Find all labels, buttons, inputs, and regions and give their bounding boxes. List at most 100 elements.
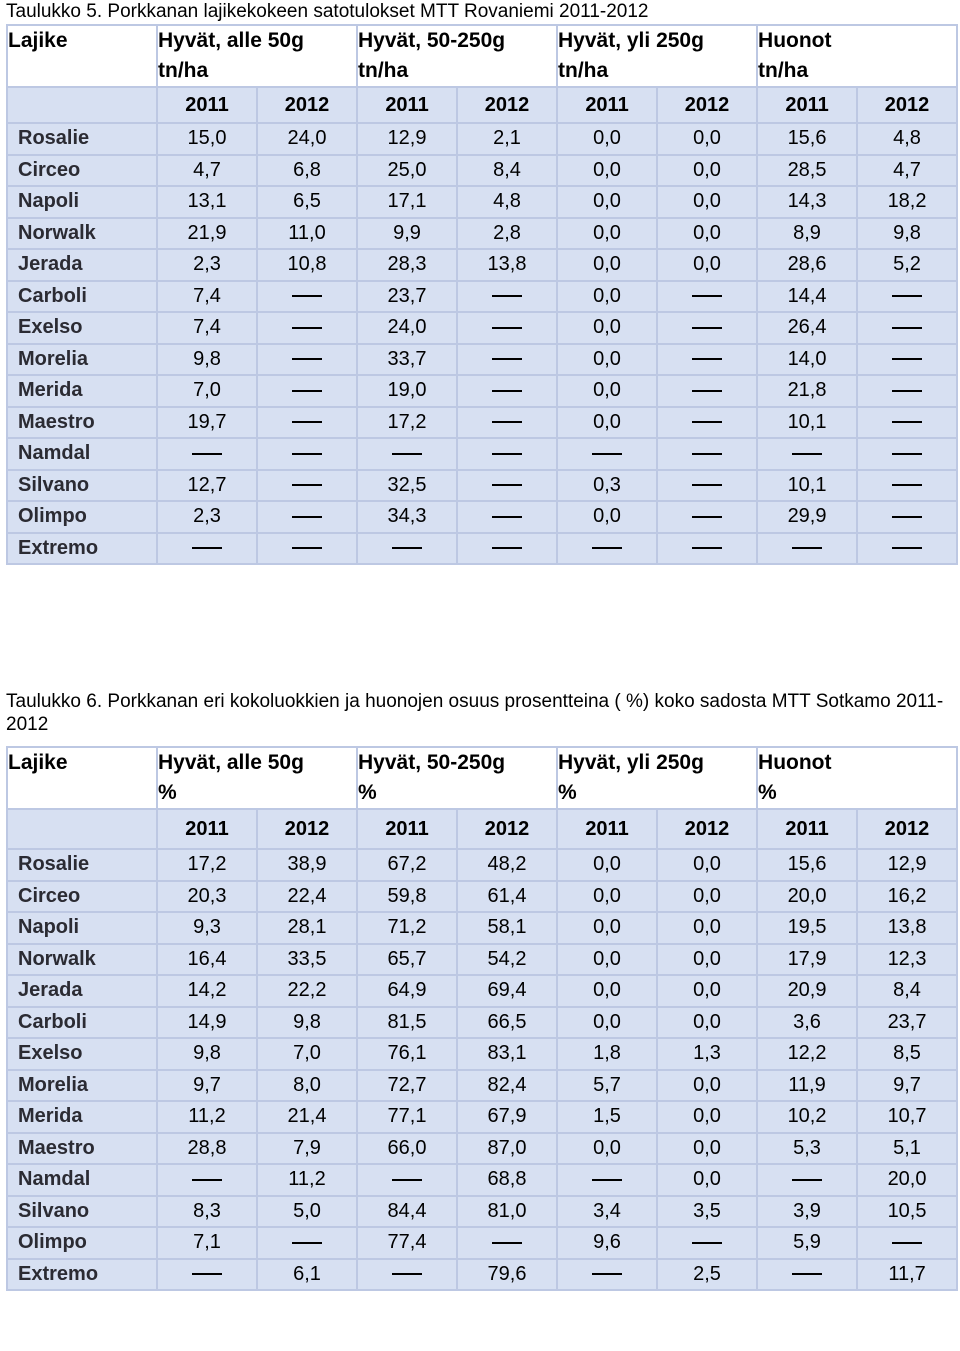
value-cell: 0,0 xyxy=(656,942,759,976)
value-cell xyxy=(456,500,559,534)
value-cell: 0,0 xyxy=(556,879,659,913)
header-unit: % xyxy=(158,781,177,804)
value-cell: 0,0 xyxy=(556,122,659,156)
value-cell: 2,5 xyxy=(656,1257,759,1291)
value-cell: 2,3 xyxy=(156,500,258,534)
value-cell: 17,9 xyxy=(756,942,859,976)
value-cell xyxy=(255,500,359,534)
value-cell: 6,1 xyxy=(255,1257,359,1291)
value-cell: 8,9 xyxy=(756,216,859,250)
value-cell: 11,9 xyxy=(756,1068,859,1102)
year-cell: 2012 xyxy=(856,808,959,850)
value-cell: 22,2 xyxy=(255,974,359,1008)
value-cell: 19,7 xyxy=(156,405,258,439)
value-cell xyxy=(656,311,759,345)
dash-mark xyxy=(592,452,623,455)
value-cell: 0,0 xyxy=(556,942,659,976)
variety-name: Morelia xyxy=(6,1068,158,1102)
value-cell: 0,0 xyxy=(556,374,659,408)
dash-mark xyxy=(392,1178,423,1181)
dash-mark xyxy=(392,1273,423,1276)
year-row-blank xyxy=(6,86,158,124)
variety-name: Maestro xyxy=(6,1131,158,1165)
variety-name: Namdal xyxy=(6,1163,158,1197)
value-cell: 8,4 xyxy=(456,153,559,187)
value-cell: 67,9 xyxy=(456,1100,559,1134)
dash-mark xyxy=(292,515,322,518)
dash-mark xyxy=(692,515,723,518)
dash-mark xyxy=(492,326,523,329)
table-row: Merida 11,2 21,4 77,1 67,9 1,5 0,0 10,2 10,7 xyxy=(6,1100,959,1134)
table-row: Extremo xyxy=(6,531,959,565)
value-cell: 12,3 xyxy=(856,942,959,976)
value-cell: 16,4 xyxy=(156,942,258,976)
table5-header-3: Hyvät, yli 250g tn/ha xyxy=(556,24,759,88)
value-cell xyxy=(255,311,359,345)
value-cell: 77,1 xyxy=(356,1100,459,1134)
dash-mark xyxy=(292,358,322,361)
value-cell: 17,2 xyxy=(356,405,459,439)
table6-header-row: Lajike Hyvät, alle 50g% Hyvät, 50-250g% Hyv… xyxy=(6,746,959,810)
value-cell: 1,8 xyxy=(556,1037,659,1071)
dash-mark xyxy=(492,515,523,518)
year-cell: 2011 xyxy=(556,808,659,850)
header-unit: % xyxy=(358,781,377,804)
value-cell xyxy=(156,437,258,471)
value-cell: 65,7 xyxy=(356,942,459,976)
variety-name: Rosalie xyxy=(6,848,158,882)
value-cell: 7,4 xyxy=(156,279,258,313)
variety-name: Olimpo xyxy=(6,1226,158,1260)
table5-header-0: Lajike xyxy=(6,24,158,88)
value-cell: 21,4 xyxy=(255,1100,359,1134)
value-cell: 68,8 xyxy=(456,1163,559,1197)
variety-name: Silvano xyxy=(6,468,158,502)
value-cell: 28,5 xyxy=(756,153,859,187)
value-cell: 0,3 xyxy=(556,468,659,502)
variety-name: Exelso xyxy=(6,311,158,345)
header-label: Hyvät, 50-250g xyxy=(358,751,506,774)
dash-mark xyxy=(792,1273,823,1276)
value-cell: 7,1 xyxy=(156,1226,258,1260)
table-row: Rosalie 17,2 38,9 67,2 48,2 0,0 0,0 15,6 12,9 xyxy=(6,848,959,882)
table6-grid: Lajike Hyvät, alle 50g% Hyvät, 50-250g% Hyv… xyxy=(6,746,959,1291)
value-cell: 28,8 xyxy=(156,1131,258,1165)
dash-mark xyxy=(192,1178,222,1181)
dash-mark xyxy=(592,1273,623,1276)
year-cell: 2012 xyxy=(255,808,359,850)
value-cell: 34,3 xyxy=(356,500,459,534)
value-cell: 0,0 xyxy=(656,1131,759,1165)
variety-name: Carboli xyxy=(6,1005,158,1039)
value-cell xyxy=(856,405,959,439)
value-cell: 12,9 xyxy=(356,122,459,156)
year-cell: 2011 xyxy=(756,86,859,124)
header-unit: % xyxy=(558,781,577,804)
value-cell: 20,0 xyxy=(856,1163,959,1197)
value-cell: 28,3 xyxy=(356,248,459,282)
table-row: Maestro 19,7 17,2 0,0 10,1 xyxy=(6,405,959,439)
value-cell xyxy=(756,437,859,471)
value-cell xyxy=(255,405,359,439)
value-cell: 4,7 xyxy=(856,153,959,187)
dash-mark xyxy=(292,484,322,487)
table-row: Silvano 12,7 32,5 0,3 10,1 xyxy=(6,468,959,502)
dash-mark xyxy=(892,547,923,550)
header-label: Hyvät, 50-250g xyxy=(358,29,506,52)
table-row: Norwalk 21,9 11,0 9,9 2,8 0,0 0,0 8,9 9,8 xyxy=(6,216,959,250)
value-cell: 4,8 xyxy=(456,185,559,219)
value-cell: 15,6 xyxy=(756,122,859,156)
table-row: Jerada 14,2 22,2 64,9 69,4 0,0 0,0 20,9 8,4 xyxy=(6,974,959,1008)
value-cell: 0,0 xyxy=(556,405,659,439)
dash-mark xyxy=(692,358,723,361)
value-cell: 81,0 xyxy=(456,1194,559,1228)
value-cell: 48,2 xyxy=(456,848,559,882)
dash-mark xyxy=(292,295,322,298)
table-row: Circeo 20,3 22,4 59,8 61,4 0,0 0,0 20,0 16,2 xyxy=(6,879,959,913)
table-row: Silvano 8,3 5,0 84,4 81,0 3,4 3,5 3,9 10,5 xyxy=(6,1194,959,1228)
year-cell: 2011 xyxy=(756,808,859,850)
value-cell xyxy=(856,342,959,376)
dash-mark xyxy=(292,326,322,329)
table5-grid: Lajike Hyvät, alle 50g tn/ha Hyvät, 50-250g… xyxy=(6,24,959,565)
value-cell: 33,7 xyxy=(356,342,459,376)
variety-name: Circeo xyxy=(6,879,158,913)
value-cell xyxy=(456,531,559,565)
